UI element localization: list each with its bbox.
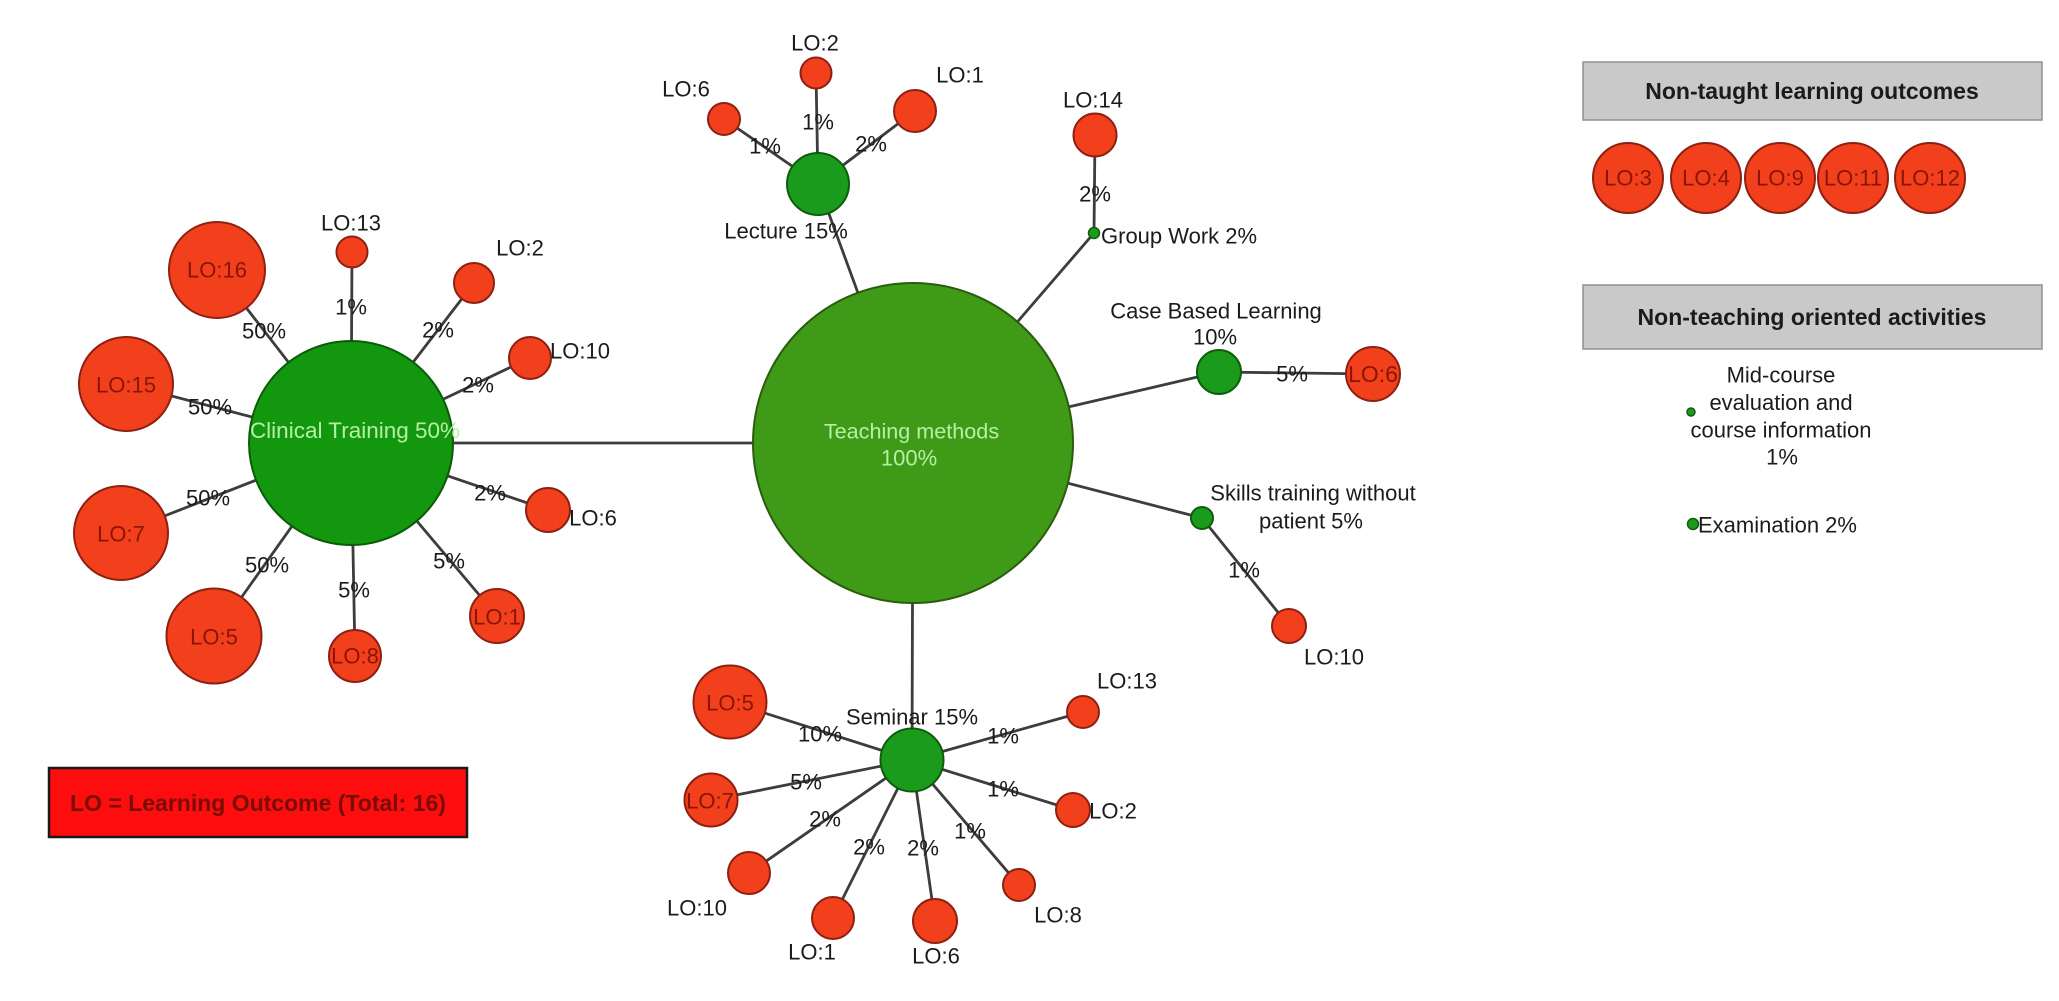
svg-text:1%: 1% — [954, 819, 986, 844]
svg-text:LO:5: LO:5 — [190, 625, 238, 650]
svg-text:50%: 50% — [245, 553, 289, 578]
svg-text:LO:6: LO:6 — [569, 506, 617, 531]
svg-text:LO = Learning Outcome (Total:: LO = Learning Outcome (Total: 16) — [70, 790, 446, 816]
svg-text:LO:6: LO:6 — [912, 944, 960, 969]
svg-text:evaluation and: evaluation and — [1709, 390, 1852, 415]
svg-text:50%: 50% — [242, 319, 286, 344]
svg-text:LO:16: LO:16 — [187, 258, 247, 283]
svg-text:50%: 50% — [188, 395, 232, 420]
svg-text:2%: 2% — [855, 132, 887, 157]
svg-text:LO:10: LO:10 — [550, 339, 610, 364]
svg-text:LO:7: LO:7 — [686, 789, 734, 814]
svg-text:2%: 2% — [907, 836, 939, 861]
svg-text:LO:11: LO:11 — [1824, 166, 1882, 191]
svg-text:LO:13: LO:13 — [321, 211, 381, 236]
svg-text:2%: 2% — [462, 373, 494, 398]
svg-text:Mid-course: Mid-course — [1727, 363, 1836, 388]
svg-text:LO:8: LO:8 — [1034, 903, 1082, 928]
svg-text:10%: 10% — [798, 722, 842, 747]
svg-text:LO:2: LO:2 — [791, 31, 839, 56]
svg-text:Non-taught learning outcomes: Non-taught learning outcomes — [1645, 78, 1979, 104]
svg-text:Skills training without: Skills training without — [1210, 481, 1415, 506]
svg-text:Lecture 15%: Lecture 15% — [724, 219, 848, 244]
svg-text:Clinical Training 50%: Clinical Training 50% — [250, 418, 460, 443]
svg-text:LO:2: LO:2 — [1089, 799, 1137, 824]
svg-text:LO:12: LO:12 — [1900, 166, 1960, 191]
svg-text:1%: 1% — [335, 295, 367, 320]
svg-text:1%: 1% — [802, 110, 834, 135]
svg-text:10%: 10% — [1193, 325, 1237, 350]
svg-text:2%: 2% — [809, 807, 841, 832]
svg-text:LO:6: LO:6 — [662, 77, 710, 102]
svg-text:2%: 2% — [422, 318, 454, 343]
svg-text:1%: 1% — [987, 777, 1019, 802]
svg-text:Non-teaching oriented activiti: Non-teaching oriented activities — [1638, 304, 1987, 330]
svg-text:patient 5%: patient 5% — [1259, 509, 1363, 534]
svg-text:50%: 50% — [186, 486, 230, 511]
svg-text:Examination 2%: Examination 2% — [1698, 513, 1857, 538]
svg-text:LO:15: LO:15 — [96, 373, 156, 398]
svg-text:LO:7: LO:7 — [97, 522, 145, 547]
svg-text:Case Based Learning: Case Based Learning — [1110, 299, 1322, 324]
svg-text:LO:14: LO:14 — [1063, 88, 1123, 113]
svg-text:1%: 1% — [1766, 445, 1798, 470]
svg-text:LO:10: LO:10 — [667, 896, 727, 921]
svg-text:LO:9: LO:9 — [1756, 166, 1804, 191]
svg-text:LO:8: LO:8 — [331, 644, 379, 669]
svg-text:LO:13: LO:13 — [1097, 669, 1157, 694]
svg-text:Teaching methods: Teaching methods — [824, 418, 999, 443]
svg-text:5%: 5% — [1276, 362, 1308, 387]
svg-text:LO:1: LO:1 — [788, 940, 836, 965]
svg-text:100%: 100% — [881, 446, 937, 471]
svg-text:LO:4: LO:4 — [1682, 166, 1730, 191]
svg-text:LO:3: LO:3 — [1604, 166, 1652, 191]
svg-text:2%: 2% — [474, 481, 506, 506]
svg-text:1%: 1% — [749, 134, 781, 159]
svg-text:5%: 5% — [338, 578, 370, 603]
svg-text:LO:6: LO:6 — [1348, 361, 1398, 387]
svg-text:LO:1: LO:1 — [473, 605, 521, 630]
svg-text:5%: 5% — [433, 549, 465, 574]
svg-text:Group Work 2%: Group Work 2% — [1101, 224, 1257, 249]
svg-text:Seminar 15%: Seminar 15% — [846, 705, 978, 730]
svg-text:LO:1: LO:1 — [936, 63, 984, 88]
svg-text:LO:5: LO:5 — [706, 691, 754, 716]
svg-text:5%: 5% — [790, 770, 822, 795]
svg-text:LO:10: LO:10 — [1304, 645, 1364, 670]
svg-text:1%: 1% — [1228, 558, 1260, 583]
svg-text:course information: course information — [1691, 418, 1872, 443]
svg-text:2%: 2% — [1079, 182, 1111, 207]
svg-text:LO:2: LO:2 — [496, 236, 544, 261]
svg-text:1%: 1% — [987, 724, 1019, 749]
svg-text:2%: 2% — [853, 835, 885, 860]
